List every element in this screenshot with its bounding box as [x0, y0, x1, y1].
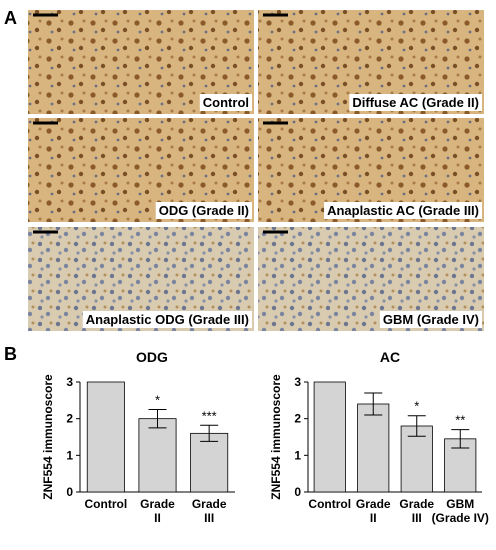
y-tick-label: 2	[294, 412, 301, 426]
caption-background	[324, 202, 482, 219]
x-tick-label: Grade	[192, 497, 227, 511]
caption-background	[155, 202, 252, 219]
x-tick-label: III	[412, 511, 422, 525]
significance: *	[155, 393, 160, 408]
x-tick-label: Grade	[140, 497, 175, 511]
bar	[86, 381, 125, 493]
image-caption: Anaplastic AC (Grade III)	[327, 203, 479, 218]
chart-title: AC	[380, 349, 400, 365]
significance: **	[455, 413, 465, 428]
bar	[313, 381, 346, 493]
caption-background	[199, 94, 252, 111]
y-tick-label: 2	[66, 412, 73, 426]
x-tick-label: Control	[85, 497, 128, 511]
chart-title: ODG	[136, 349, 168, 365]
image-caption: Control	[203, 95, 249, 110]
image-caption: Anaplastic ODG (Grade III)	[86, 312, 249, 327]
panel-label: B	[4, 344, 17, 364]
significance: *	[414, 399, 419, 414]
image-caption: Diffuse AC (Grade II)	[352, 95, 479, 110]
image-caption: GBM (Grade IV)	[383, 312, 479, 327]
y-tick-label: 0	[294, 485, 301, 499]
bar	[357, 403, 390, 493]
y-tick-label: 0	[66, 485, 73, 499]
caption-background	[379, 311, 482, 328]
y-axis-label: ZNF554 immunoscore	[41, 374, 55, 500]
x-tick-label: GBM	[446, 497, 474, 511]
x-tick-label: Grade	[356, 497, 391, 511]
x-tick-label: III	[204, 511, 214, 525]
panel-label: A	[4, 8, 17, 28]
y-tick-label: 3	[66, 375, 73, 389]
x-tick-label: Control	[308, 497, 351, 511]
significance: ***	[202, 408, 217, 423]
x-tick-label: II	[154, 511, 161, 525]
bar	[400, 425, 433, 493]
image-caption: ODG (Grade II)	[159, 203, 249, 218]
x-tick-label: Grade	[399, 497, 434, 511]
caption-background	[349, 94, 482, 111]
y-tick-label: 3	[294, 375, 301, 389]
x-tick-label: (Grade IV)	[432, 511, 489, 525]
x-tick-label: II	[370, 511, 377, 525]
bar	[190, 432, 229, 493]
y-tick-label: 1	[294, 448, 301, 462]
bar	[138, 418, 177, 493]
y-tick-label: 1	[66, 448, 73, 462]
caption-background	[82, 311, 252, 328]
y-axis-label: ZNF554 immunoscore	[269, 374, 283, 500]
